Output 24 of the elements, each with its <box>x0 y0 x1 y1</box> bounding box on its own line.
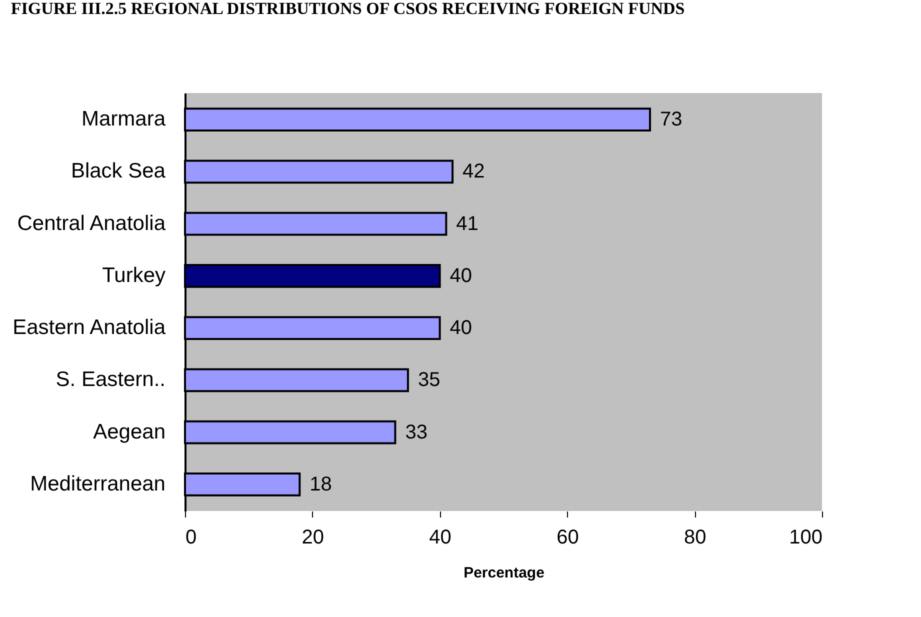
x-tick-label: 80 <box>684 526 706 548</box>
y-tick-label: S. Eastern.. <box>56 368 166 392</box>
data-label: 40 <box>450 264 472 287</box>
y-tick-label: Turkey <box>102 264 166 287</box>
data-label: 40 <box>450 317 472 340</box>
x-tick-label: 60 <box>556 526 579 548</box>
x-tick-label: 20 <box>302 526 324 548</box>
data-label: 42 <box>462 160 485 183</box>
data-label: 33 <box>405 421 428 444</box>
data-label: 35 <box>418 369 440 392</box>
y-tick-label: Aegean <box>93 420 166 444</box>
x-tick-label: 0 <box>186 526 197 548</box>
y-tick-label: Eastern Anatolia <box>12 316 166 340</box>
y-tick-label: Marmara <box>81 108 166 131</box>
y-tick-label: Black Sea <box>70 160 166 183</box>
x-axis-title: Percentage <box>464 564 544 582</box>
x-tick-label: 40 <box>429 526 452 548</box>
data-label: 41 <box>456 212 478 235</box>
y-tick-label: Mediterranean <box>30 472 166 496</box>
y-tick-label: Central Anatolia <box>17 212 166 235</box>
chart-title: FIGURE III.2.5 REGIONAL DISTRIBUTIONS OF CSOS RECEIVING FOREIGN FUNDS <box>10 0 685 18</box>
x-tick-label: 100 <box>789 526 822 548</box>
data-label: 73 <box>660 108 682 131</box>
data-label: 18 <box>310 473 332 496</box>
